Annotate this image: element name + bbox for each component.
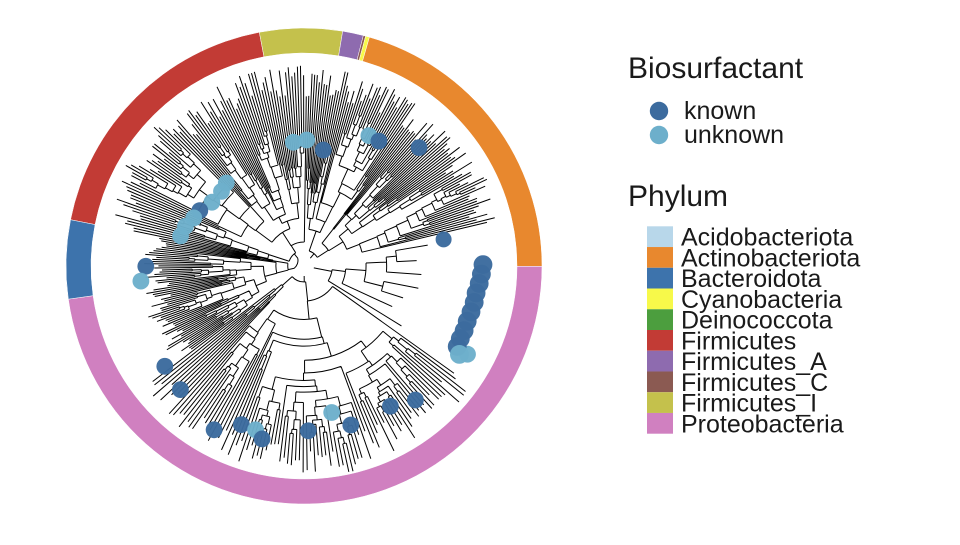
svg-text:Biosurfactant: Biosurfactant — [628, 52, 804, 85]
svg-text:unknown: unknown — [684, 121, 784, 149]
svg-text:Proteobacteria: Proteobacteria — [681, 410, 844, 438]
svg-text:Phylum: Phylum — [628, 180, 728, 213]
